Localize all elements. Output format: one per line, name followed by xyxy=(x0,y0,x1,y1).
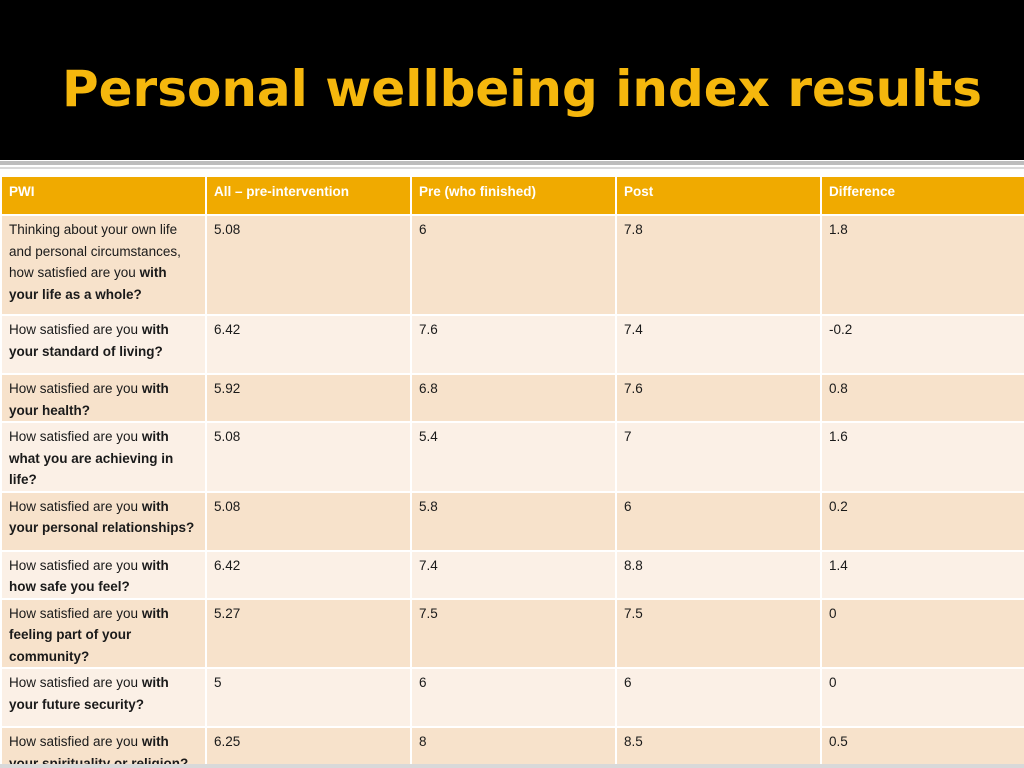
question-cell: How satisfied are you with your health? xyxy=(0,373,207,423)
question-cell: How satisfied are you with your standard… xyxy=(0,314,207,375)
question-topic: with your standard of living? xyxy=(9,322,169,359)
pre-finished-cell: 7.6 xyxy=(410,314,617,375)
question-text: How satisfied are you xyxy=(9,429,142,444)
post-cell: 7.8 xyxy=(615,214,822,316)
question-text: How satisfied are you xyxy=(9,675,142,690)
slide-title: Personal wellbeing index results xyxy=(62,60,983,118)
table-row: How satisfied are you with your spiritua… xyxy=(0,726,1024,768)
question-cell: How satisfied are you with feeling part … xyxy=(0,597,207,669)
pre-finished-cell: 5.8 xyxy=(410,490,617,552)
header-pre-who-finished: Pre (who finished) xyxy=(410,175,617,216)
post-cell: 8.5 xyxy=(615,726,822,768)
question-topic: with your health? xyxy=(9,381,169,418)
header-post: Post xyxy=(615,175,822,216)
table-row: How satisfied are you with how safe you … xyxy=(0,549,1024,600)
all-pre-cell: 5 xyxy=(205,667,412,728)
difference-cell: 0.5 xyxy=(820,726,1024,768)
difference-cell: 0.8 xyxy=(820,373,1024,423)
all-pre-cell: 5.27 xyxy=(205,597,412,669)
header-difference: Difference xyxy=(820,175,1024,216)
table-row: How satisfied are you with feeling part … xyxy=(0,597,1024,669)
pre-finished-cell: 6 xyxy=(410,667,617,728)
post-cell: 7.5 xyxy=(615,597,822,669)
all-pre-cell: 6.42 xyxy=(205,314,412,375)
question-text: How satisfied are you xyxy=(9,605,142,621)
question-topic: with feeling part of your community? xyxy=(9,605,169,664)
difference-cell: 1.6 xyxy=(820,421,1024,493)
question-cell: How satisfied are you with what you are … xyxy=(0,421,207,493)
pre-finished-cell: 7.5 xyxy=(410,597,617,669)
table-row: Thinking about your own life and persona… xyxy=(0,214,1024,316)
header-pwi: PWI xyxy=(0,175,207,216)
difference-cell: 0 xyxy=(820,667,1024,728)
table-row: How satisfied are you with your personal… xyxy=(0,490,1024,552)
question-cell: How satisfied are you with your personal… xyxy=(0,490,207,552)
pre-finished-cell: 5.4 xyxy=(410,421,617,493)
question-cell: How satisfied are you with your future s… xyxy=(0,667,207,728)
difference-cell: 0.2 xyxy=(820,490,1024,552)
title-band: Personal wellbeing index results xyxy=(0,0,1024,160)
table-row: How satisfied are you with your health? … xyxy=(0,373,1024,423)
bottom-divider-line xyxy=(0,764,1024,768)
post-cell: 6 xyxy=(615,490,822,552)
question-cell: How satisfied are you with how safe you … xyxy=(0,549,207,600)
pre-finished-cell: 6 xyxy=(410,214,617,316)
pre-finished-cell: 6.8 xyxy=(410,373,617,423)
question-text: How satisfied are you xyxy=(9,322,142,337)
post-cell: 7 xyxy=(615,421,822,493)
question-text: How satisfied are you xyxy=(9,498,142,514)
question-text: Thinking about your own life and persona… xyxy=(9,222,181,280)
question-topic: with your future security? xyxy=(9,675,169,712)
all-pre-cell: 5.08 xyxy=(205,421,412,493)
post-cell: 8.8 xyxy=(615,549,822,600)
table-row: How satisfied are you with what you are … xyxy=(0,421,1024,493)
post-cell: 7.4 xyxy=(615,314,822,375)
all-pre-cell: 6.25 xyxy=(205,726,412,768)
header-all-pre-intervention: All – pre-intervention xyxy=(205,175,412,216)
difference-cell: -0.2 xyxy=(820,314,1024,375)
question-text: How satisfied are you xyxy=(9,381,142,396)
pwi-results-table: PWI All – pre-intervention Pre (who fini… xyxy=(0,175,1024,768)
pre-finished-cell: 7.4 xyxy=(410,549,617,600)
pre-finished-cell: 8 xyxy=(410,726,617,768)
all-pre-cell: 5.92 xyxy=(205,373,412,423)
question-topic: with how safe you feel? xyxy=(9,557,169,595)
question-topic: with your life as a whole? xyxy=(9,265,167,302)
table-header-row: PWI All – pre-intervention Pre (who fini… xyxy=(0,175,1024,216)
post-cell: 7.6 xyxy=(615,373,822,423)
all-pre-cell: 5.08 xyxy=(205,214,412,316)
divider-line-thin xyxy=(0,167,1024,169)
question-text: How satisfied are you xyxy=(9,734,142,749)
table-row: How satisfied are you with your future s… xyxy=(0,667,1024,728)
question-cell: How satisfied are you with your spiritua… xyxy=(0,726,207,768)
difference-cell: 0 xyxy=(820,597,1024,669)
all-pre-cell: 6.42 xyxy=(205,549,412,600)
question-cell: Thinking about your own life and persona… xyxy=(0,214,207,316)
all-pre-cell: 5.08 xyxy=(205,490,412,552)
question-topic: with your personal relationships? xyxy=(9,498,195,536)
difference-cell: 1.8 xyxy=(820,214,1024,316)
table-row: How satisfied are you with your standard… xyxy=(0,314,1024,375)
question-topic: with what you are achieving in life? xyxy=(9,429,174,487)
question-text: How satisfied are you xyxy=(9,557,142,573)
difference-cell: 1.4 xyxy=(820,549,1024,600)
post-cell: 6 xyxy=(615,667,822,728)
divider-line xyxy=(0,161,1024,165)
